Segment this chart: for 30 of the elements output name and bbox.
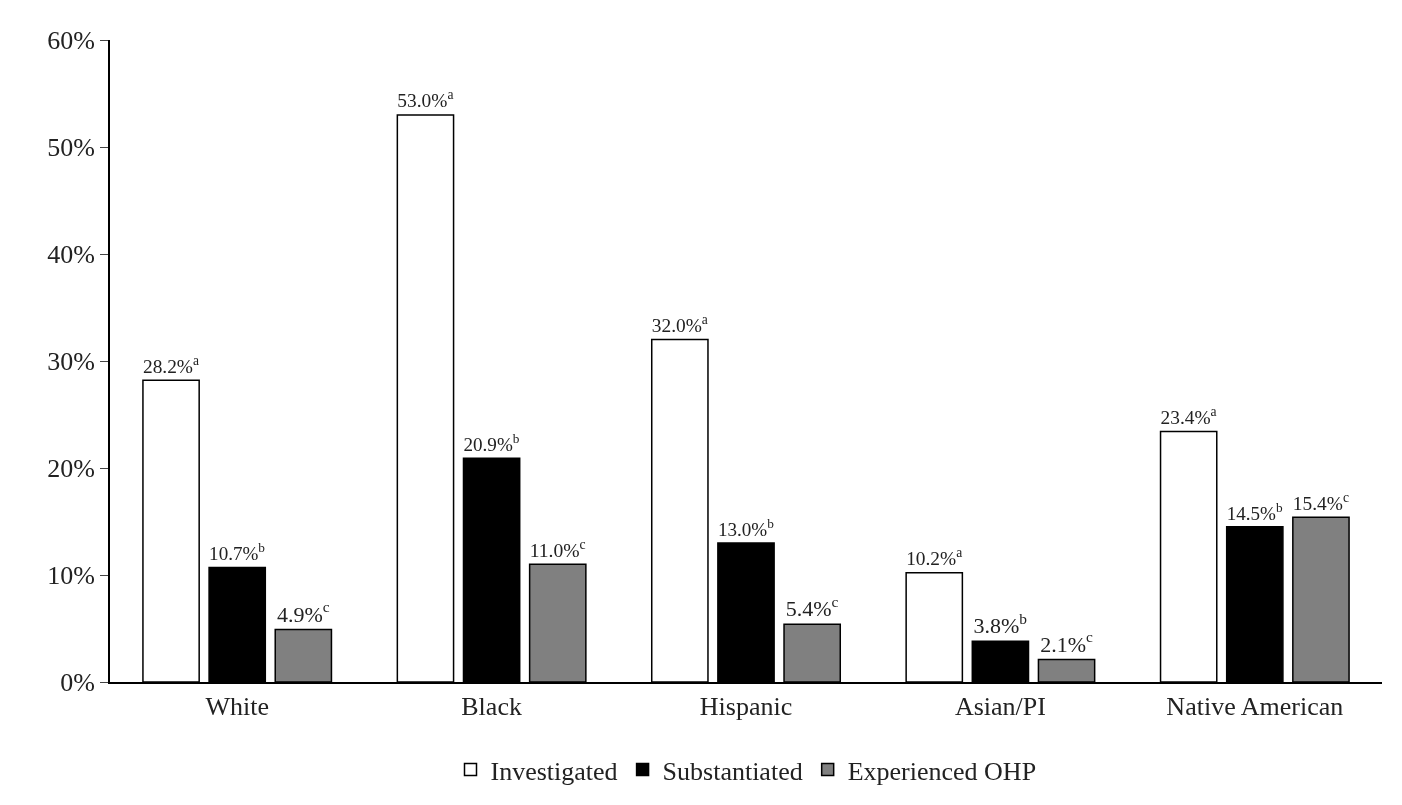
data-label: 11.0%$^{c}$ [529, 536, 586, 561]
y-tick-label: 20% [47, 454, 95, 484]
data-label: 23.4%$^{a}$ [1160, 404, 1217, 429]
legend-label: Experienced OHP [847, 756, 1037, 786]
x-tick-label: Native American [1166, 692, 1344, 722]
x-tick-label: Hispanic [699, 692, 793, 722]
y-tick-label: 40% [47, 240, 95, 270]
data-label: 15.4%$^{c}$ [1292, 489, 1349, 514]
data-label: 3.8%$^{b}$ [973, 610, 1028, 639]
y-tick-label: 50% [47, 133, 95, 163]
legend-label: Investigated [490, 756, 618, 786]
data-label: 53.0%$^{a}$ [397, 87, 454, 112]
x-tick-label: Black [461, 692, 522, 722]
y-tick-label: 30% [47, 347, 95, 377]
y-tick-label: 0% [60, 668, 95, 698]
data-label: 20.9%$^{b}$ [463, 431, 520, 456]
data-label: 2.1%$^{c}$ [1040, 628, 1093, 657]
data-label: 5.4%$^{c}$ [785, 592, 839, 622]
x-tick-label: Asian/PI [954, 692, 1046, 722]
x-tick-label: White [205, 692, 269, 722]
y-tick-label: 10% [47, 561, 95, 591]
y-tick-label: 60% [47, 26, 95, 56]
data-label: 28.2%$^{a}$ [142, 352, 200, 377]
data-label: 13.0%$^{b}$ [717, 515, 775, 540]
data-label: 10.7%$^{b}$ [209, 540, 266, 565]
data-label: 10.2%$^{a}$ [906, 545, 963, 570]
legend-label: Substantiated [662, 756, 803, 786]
data-label: 32.0%$^{a}$ [651, 312, 708, 337]
data-label: 14.5%$^{b}$ [1226, 499, 1283, 524]
data-label: 4.9%$^{c}$ [276, 598, 330, 627]
